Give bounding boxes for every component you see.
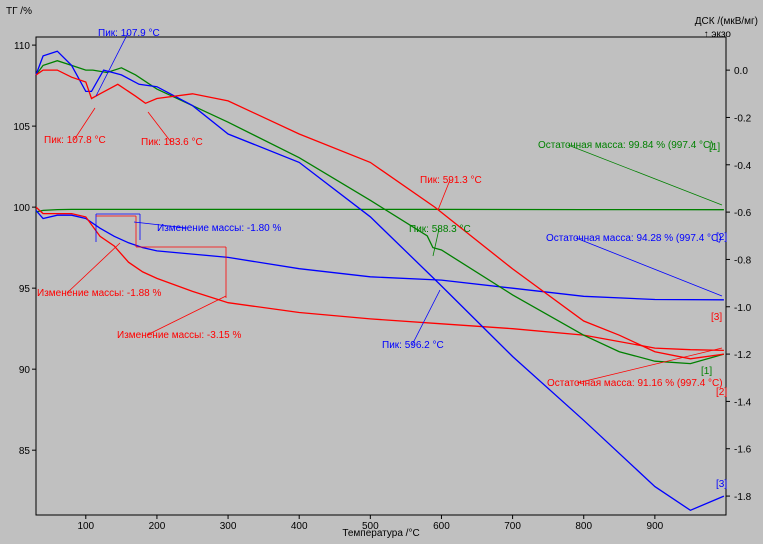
y-left-tick-label: 95 [19,284,31,295]
curve-tag: [3] [716,479,727,490]
annotation-leader [73,107,96,141]
annotation-leader [146,295,227,336]
x-tick-label: 200 [149,521,166,532]
x-tick-label: 300 [220,521,237,532]
annotation-leader [432,228,440,257]
series-line-tg-2 [35,206,724,352]
x-tick-label: 400 [291,521,308,532]
annotation-label: Изменение массы: -1.80 % [157,223,281,234]
y-right-tick-label: -0.6 [734,208,752,219]
annotation-label: Остаточная масса: 94.28 % (997.4 °C) [546,233,722,244]
x-tick-label: 800 [575,521,592,532]
y-left-tick-label: 90 [19,365,31,376]
curve-tag: [1] [701,366,712,377]
exo-label: ↑ экзо [704,29,732,40]
annotation-leader [437,179,451,211]
annotation-label: Пик: 107.8 °C [44,135,106,146]
annotation-leader [411,289,441,346]
curve-tag: [2] [716,232,727,243]
annotation-label: Изменение массы: -3.15 % [117,330,241,341]
annotation-leader [576,347,723,384]
curve-tag: [3] [711,312,722,323]
y-right-tick-label: -1.4 [734,397,752,408]
annotation-label: Изменение массы: -1.88 % [37,288,161,299]
annotation-label: Пик: 596.2 °C [382,340,444,351]
curves [35,50,725,512]
markers [95,213,227,298]
y-right-tick-label: -1.2 [734,350,752,361]
x-tick-label: 900 [647,521,664,532]
y-left-tick-label: 110 [14,41,30,52]
y-right-tick-label: 0.0 [734,66,748,77]
y-axis-label-left: ТГ /% [6,6,32,17]
y-axis-label-right: ДСК /(мкВ/мг) [695,16,758,27]
annotation-leader [575,237,723,297]
annotation-leader [133,221,188,229]
series-line-tg-0 [35,208,724,213]
annotation-leader [567,144,723,206]
y-right-tick-label: -1.0 [734,303,752,314]
y-right-tick-label: -0.4 [734,161,752,172]
series-line-dsc-3 [35,60,725,365]
curve-tag: [1] [709,142,720,153]
y-left-tick-label: 85 [19,446,31,457]
y-right-tick-label: -0.2 [734,113,752,124]
annotation-label: Пик: 591.3 °C [420,175,482,186]
series-line-dsc-5 [35,69,724,360]
y-right-tick-label: -1.8 [734,492,752,503]
ticks: 100 200 300 400 500 600 700 800 900 85 90 95 100 105 1… [13,41,751,532]
annotation-leader [147,111,172,143]
y-right-tick-label: -0.8 [734,255,752,266]
annotation-label: Остаточная масса: 99.84 % (997.4 °C) [538,140,714,151]
annotation-leader [66,242,121,294]
y-left-tick-label: 105 [13,122,30,133]
annotation-label: Пик: 588.3 °C [409,224,471,235]
annotation-label: Остаточная масса: 91.16 % (997.4 °C) [547,378,723,389]
plot-area [35,36,727,516]
annotation-leader [95,32,129,97]
x-axis-label: Температура /°C [342,528,419,539]
curve-tag: [2] [716,387,727,398]
annotations: Пик: 107.9 °C Пик: 107.8 °C Пик: 183.6 °C П… [37,28,727,490]
x-tick-label: 500 [362,521,379,532]
series-line-tg-1 [35,209,724,301]
annotation-label: Пик: 183.6 °C [141,137,203,148]
y-left-tick-label: 100 [13,203,30,214]
x-tick-label: 600 [433,521,450,532]
annotation-label: Пик: 107.9 °C [98,28,160,39]
x-tick-label: 100 [77,521,94,532]
x-tick-label: 700 [504,521,521,532]
y-right-tick-label: -1.6 [734,445,752,456]
